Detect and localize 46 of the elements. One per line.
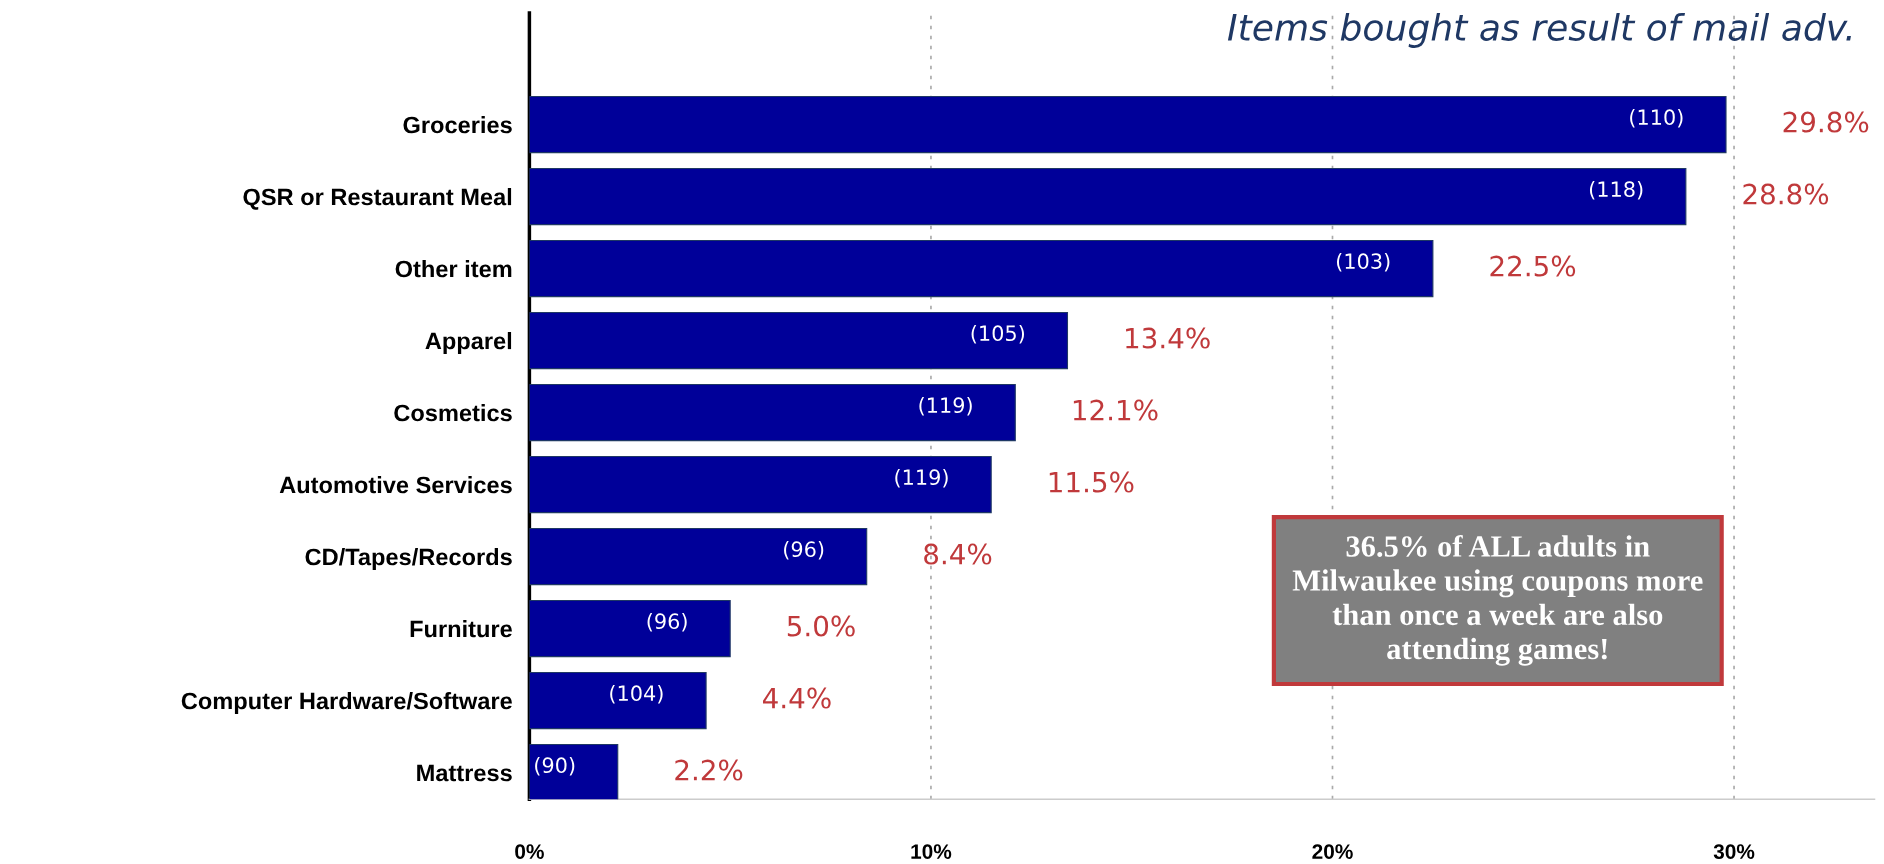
y-tick-label: Cosmetics xyxy=(394,404,512,422)
annotation: 36.5% of ALL adults in Milwaukee using coupons more than once a week are also attending games! xyxy=(1292,534,1703,666)
x-tick-label: 20% xyxy=(1312,844,1353,859)
bar xyxy=(529,527,868,586)
y-tick-label: Computer Hardware/Software xyxy=(181,692,512,715)
data-label: 2.2% xyxy=(675,759,743,781)
y-tick-label: QSR or Restaurant Meal xyxy=(243,188,512,210)
annotation: (105) xyxy=(971,324,1025,344)
annotation: (119) xyxy=(919,396,972,416)
data-label: 22.5% xyxy=(1490,255,1576,277)
annotation: (118) xyxy=(1589,180,1643,200)
bar xyxy=(529,167,1687,226)
data-label: 13.4% xyxy=(1126,327,1210,349)
annotation: (96) xyxy=(784,540,824,560)
bar xyxy=(529,599,731,658)
bar xyxy=(529,95,1727,154)
data-label: 11.5% xyxy=(1049,471,1134,493)
y-tick-label: Furniture xyxy=(410,620,512,638)
y-tick-label: Automotive Services xyxy=(279,476,512,494)
annotation: (119) xyxy=(895,468,948,488)
annotation: (96) xyxy=(647,612,687,632)
annotation: (103) xyxy=(1336,252,1390,272)
data-label: 12.1% xyxy=(1073,399,1158,421)
x-tick-label: 0% xyxy=(515,844,544,859)
bar xyxy=(529,239,1434,298)
bar xyxy=(529,743,619,800)
annotation: (110) xyxy=(1630,108,1683,128)
data-label: 8.4% xyxy=(924,543,992,565)
bar xyxy=(529,671,707,730)
bar xyxy=(529,311,1069,370)
data-label: 29.8% xyxy=(1783,111,1869,133)
data-label: 5.0% xyxy=(787,615,855,637)
annotation: (90) xyxy=(535,756,575,776)
y-tick-label: Apparel xyxy=(425,332,512,355)
y-tick-label: Mattress xyxy=(417,764,512,782)
data-label: 28.8% xyxy=(1743,183,1829,205)
bar xyxy=(529,455,992,514)
bar xyxy=(529,383,1016,442)
chart-title: Items bought as result of mail adv. xyxy=(1227,12,1851,48)
data-label: 4.4% xyxy=(763,687,831,709)
x-tick-label: 10% xyxy=(911,844,952,859)
y-tick-label: Groceries xyxy=(403,116,512,134)
y-tick-label: Other item xyxy=(395,260,512,278)
y-tick-label: CD/Tapes/Records xyxy=(305,548,512,571)
x-tick-label: 30% xyxy=(1713,844,1755,859)
annotation: (104) xyxy=(610,684,663,704)
